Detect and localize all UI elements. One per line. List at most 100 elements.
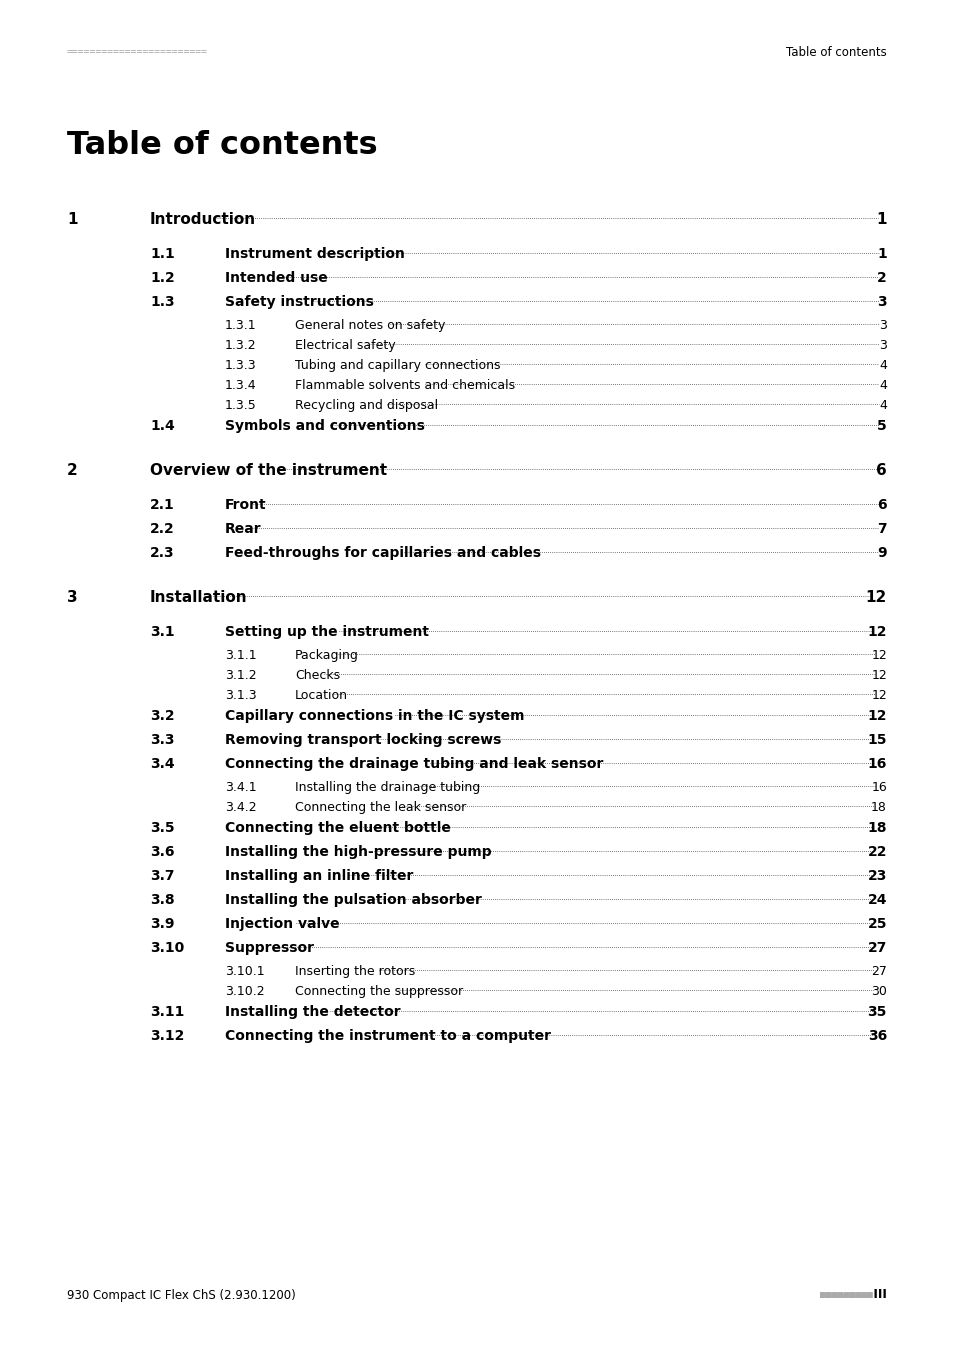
Text: 12: 12 xyxy=(870,670,886,682)
Text: Installing the pulsation absorber: Installing the pulsation absorber xyxy=(225,892,481,907)
Text: 2.2: 2.2 xyxy=(150,522,174,536)
Text: Overview of the instrument: Overview of the instrument xyxy=(150,463,387,478)
Text: Instrument description: Instrument description xyxy=(225,247,404,261)
Text: Connecting the suppressor: Connecting the suppressor xyxy=(294,986,462,998)
Text: 1: 1 xyxy=(67,212,77,227)
Text: 2.1: 2.1 xyxy=(150,498,174,512)
Text: 4: 4 xyxy=(879,359,886,373)
Text: Flammable solvents and chemicals: Flammable solvents and chemicals xyxy=(294,379,515,391)
Text: 3.12: 3.12 xyxy=(150,1029,184,1044)
Text: 24: 24 xyxy=(866,892,886,907)
Text: Table of contents: Table of contents xyxy=(785,46,886,58)
Text: Packaging: Packaging xyxy=(294,649,358,662)
Text: 3.6: 3.6 xyxy=(150,845,174,859)
Text: 3: 3 xyxy=(879,319,886,332)
Text: Recycling and disposal: Recycling and disposal xyxy=(294,400,437,412)
Text: 12: 12 xyxy=(866,709,886,724)
Text: 9: 9 xyxy=(877,545,886,560)
Text: Connecting the instrument to a computer: Connecting the instrument to a computer xyxy=(225,1029,551,1044)
Text: 27: 27 xyxy=(870,965,886,977)
Text: Checks: Checks xyxy=(294,670,340,682)
Text: 1: 1 xyxy=(876,212,886,227)
Text: Table of contents: Table of contents xyxy=(67,130,377,161)
Text: 2: 2 xyxy=(877,271,886,285)
Text: 3.1.1: 3.1.1 xyxy=(225,649,256,662)
Text: 3: 3 xyxy=(879,339,886,352)
Text: 4: 4 xyxy=(879,400,886,412)
Text: 3.4: 3.4 xyxy=(150,757,174,771)
Text: 16: 16 xyxy=(870,782,886,794)
Text: 35: 35 xyxy=(866,1004,886,1019)
Text: ========================: ======================== xyxy=(67,47,208,57)
Text: 1.1: 1.1 xyxy=(150,247,174,261)
Text: 1.3.4: 1.3.4 xyxy=(225,379,256,391)
Text: 15: 15 xyxy=(866,733,886,747)
Text: Connecting the eluent bottle: Connecting the eluent bottle xyxy=(225,821,451,836)
Text: 2: 2 xyxy=(67,463,77,478)
Text: Symbols and conventions: Symbols and conventions xyxy=(225,418,424,433)
Text: 12: 12 xyxy=(870,688,886,702)
Text: 3.7: 3.7 xyxy=(150,869,174,883)
Text: Intended use: Intended use xyxy=(225,271,328,285)
Text: Location: Location xyxy=(294,688,348,702)
Text: Installing an inline filter: Installing an inline filter xyxy=(225,869,413,883)
Text: 3.8: 3.8 xyxy=(150,892,174,907)
Text: 12: 12 xyxy=(870,649,886,662)
Text: 4: 4 xyxy=(879,379,886,391)
Text: Removing transport locking screws: Removing transport locking screws xyxy=(225,733,501,747)
Text: 23: 23 xyxy=(866,869,886,883)
Text: 3.4.1: 3.4.1 xyxy=(225,782,256,794)
Text: 3.10: 3.10 xyxy=(150,941,184,954)
Text: 1.3.1: 1.3.1 xyxy=(225,319,256,332)
Text: 3.1.3: 3.1.3 xyxy=(225,688,256,702)
Text: Connecting the drainage tubing and leak sensor: Connecting the drainage tubing and leak … xyxy=(225,757,602,771)
Text: ■■■■■■■■■: ■■■■■■■■■ xyxy=(820,1291,872,1300)
Text: 3.11: 3.11 xyxy=(150,1004,184,1019)
Text: 3: 3 xyxy=(67,590,77,605)
Text: Installation: Installation xyxy=(150,590,248,605)
Text: 5: 5 xyxy=(877,418,886,433)
Text: 12: 12 xyxy=(864,590,886,605)
Text: 6: 6 xyxy=(877,498,886,512)
Text: Installing the detector: Installing the detector xyxy=(225,1004,400,1019)
Text: 27: 27 xyxy=(866,941,886,954)
Text: 2.3: 2.3 xyxy=(150,545,174,560)
Text: 1: 1 xyxy=(877,247,886,261)
Text: 3.1.2: 3.1.2 xyxy=(225,670,256,682)
Text: 3.9: 3.9 xyxy=(150,917,174,932)
Text: III: III xyxy=(868,1288,886,1301)
Text: 3.10.2: 3.10.2 xyxy=(225,986,264,998)
Text: 3.10.1: 3.10.1 xyxy=(225,965,264,977)
Text: Introduction: Introduction xyxy=(150,212,255,227)
Text: Safety instructions: Safety instructions xyxy=(225,296,374,309)
Text: 18: 18 xyxy=(866,821,886,836)
Text: Setting up the instrument: Setting up the instrument xyxy=(225,625,429,639)
Text: 1.3.3: 1.3.3 xyxy=(225,359,256,373)
Text: 1.3.2: 1.3.2 xyxy=(225,339,256,352)
Text: 3.3: 3.3 xyxy=(150,733,174,747)
Text: 12: 12 xyxy=(866,625,886,639)
Text: 25: 25 xyxy=(866,917,886,932)
Text: 3: 3 xyxy=(877,296,886,309)
Text: Tubing and capillary connections: Tubing and capillary connections xyxy=(294,359,500,373)
Text: Suppressor: Suppressor xyxy=(225,941,314,954)
Text: Installing the drainage tubing: Installing the drainage tubing xyxy=(294,782,479,794)
Text: 16: 16 xyxy=(866,757,886,771)
Text: 1.4: 1.4 xyxy=(150,418,174,433)
Text: General notes on safety: General notes on safety xyxy=(294,319,445,332)
Text: Front: Front xyxy=(225,498,266,512)
Text: Installing the high-pressure pump: Installing the high-pressure pump xyxy=(225,845,491,859)
Text: 3.1: 3.1 xyxy=(150,625,174,639)
Text: Connecting the leak sensor: Connecting the leak sensor xyxy=(294,801,466,814)
Text: Capillary connections in the IC system: Capillary connections in the IC system xyxy=(225,709,524,724)
Text: Electrical safety: Electrical safety xyxy=(294,339,395,352)
Text: Feed-throughs for capillaries and cables: Feed-throughs for capillaries and cables xyxy=(225,545,540,560)
Text: 7: 7 xyxy=(877,522,886,536)
Text: 18: 18 xyxy=(870,801,886,814)
Text: 1.2: 1.2 xyxy=(150,271,174,285)
Text: 30: 30 xyxy=(870,986,886,998)
Text: 3.4.2: 3.4.2 xyxy=(225,801,256,814)
Text: 3.2: 3.2 xyxy=(150,709,174,724)
Text: 1.3: 1.3 xyxy=(150,296,174,309)
Text: Injection valve: Injection valve xyxy=(225,917,339,932)
